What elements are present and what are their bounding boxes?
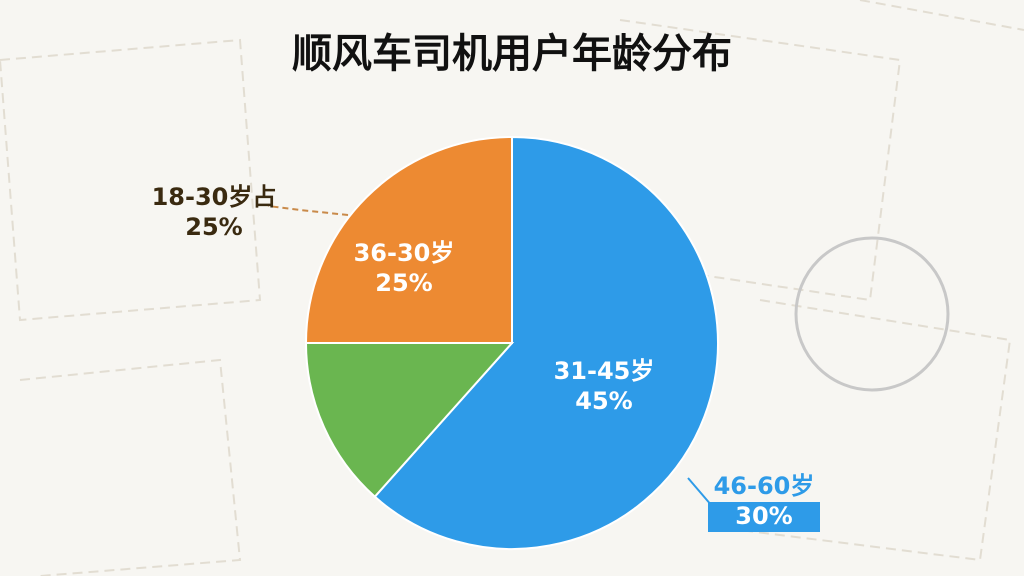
annotation: 45% bbox=[575, 387, 632, 415]
label-box bbox=[708, 502, 820, 532]
annotation: 36-30岁 bbox=[354, 239, 455, 267]
annotation: 31-45岁 bbox=[554, 357, 655, 385]
leader-line bbox=[267, 205, 349, 216]
annotation: 30% bbox=[735, 502, 792, 530]
annotation: 25% bbox=[185, 213, 242, 241]
pie-slice bbox=[304, 135, 513, 344]
annotation: 46-60岁 bbox=[714, 472, 815, 500]
annotation: 18-30岁占 bbox=[152, 183, 277, 211]
pie-slice bbox=[373, 135, 719, 550]
pie bbox=[304, 135, 719, 550]
leader-line bbox=[687, 477, 713, 507]
pie-slice bbox=[304, 342, 515, 499]
decor-circle bbox=[794, 236, 950, 392]
chart-title: 顺风车司机用户年龄分布 bbox=[292, 31, 732, 77]
annotation: 25% bbox=[375, 269, 432, 297]
